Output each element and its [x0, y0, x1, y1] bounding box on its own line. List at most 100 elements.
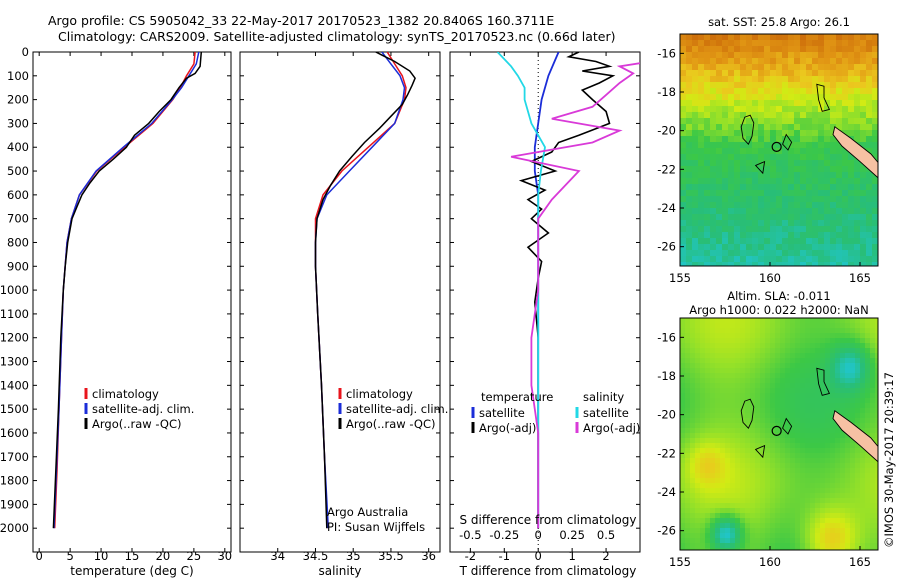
map-cell — [755, 383, 761, 389]
map-cell — [745, 528, 751, 534]
map-cell — [824, 238, 831, 245]
map-cell — [720, 388, 726, 394]
map-cell — [770, 154, 777, 161]
map-cell — [686, 190, 693, 197]
map-cell — [725, 323, 731, 329]
map-y-tick-label: -16 — [657, 46, 676, 60]
map-cell — [775, 403, 781, 409]
map-cell — [740, 112, 747, 119]
legend-label: satellite-adj. clim. — [92, 402, 194, 416]
map-cell — [755, 528, 761, 534]
map-cell — [704, 130, 711, 137]
map-cell — [870, 523, 876, 529]
map-cell — [840, 368, 846, 374]
map-cell — [820, 483, 826, 489]
map-cell — [765, 358, 771, 364]
map-cell — [722, 118, 729, 125]
map-cell — [705, 378, 711, 384]
map-cell — [794, 64, 801, 71]
map-cell — [734, 58, 741, 65]
map-cell — [824, 214, 831, 221]
map-cell — [770, 498, 776, 504]
map-cell — [705, 503, 711, 509]
map-cell — [865, 458, 871, 464]
map-cell — [850, 353, 856, 359]
map-cell — [820, 363, 826, 369]
map-cell — [710, 403, 716, 409]
map-cell — [700, 468, 706, 474]
map-cell — [735, 383, 741, 389]
map-cell — [782, 52, 789, 59]
map-cell — [870, 338, 876, 344]
y-tick-label: 500 — [7, 164, 29, 178]
map-cell — [860, 333, 866, 339]
map-cell — [764, 106, 771, 113]
map-cell — [704, 100, 711, 107]
map-cell — [795, 543, 801, 549]
map-cell — [705, 458, 711, 464]
map-cell — [825, 338, 831, 344]
map-cell — [842, 262, 849, 266]
salinity-xlabel: salinity — [318, 564, 361, 578]
map-cell — [720, 528, 726, 534]
map-cell — [782, 154, 789, 161]
map-cell — [788, 190, 795, 197]
x-tick-label: 2 — [602, 549, 609, 563]
map-y-tick-label: -20 — [657, 124, 676, 138]
map-cell — [830, 328, 836, 334]
map-cell — [685, 448, 691, 454]
map-cell — [725, 448, 731, 454]
map-cell — [765, 318, 771, 324]
map-cell — [686, 250, 693, 257]
map-cell — [716, 130, 723, 137]
map-cell — [818, 94, 825, 101]
map-cell — [764, 46, 771, 53]
map-cell — [785, 503, 791, 509]
map-cell — [795, 323, 801, 329]
map-cell — [740, 142, 747, 149]
map-cell — [794, 34, 801, 41]
map-cell — [800, 368, 806, 374]
map-cell — [685, 473, 691, 479]
map-cell — [720, 543, 726, 549]
map-cell — [725, 398, 731, 404]
map-cell — [780, 413, 786, 419]
map-cell — [746, 208, 753, 215]
map-cell — [840, 398, 846, 404]
map-cell — [815, 523, 821, 529]
map-cell — [720, 473, 726, 479]
map-cell — [765, 423, 771, 429]
map-cell — [690, 358, 696, 364]
map-cell — [820, 548, 826, 550]
map-cell — [800, 408, 806, 414]
map-cell — [746, 100, 753, 107]
map-cell — [680, 76, 687, 83]
map-cell — [860, 130, 867, 137]
map-cell — [734, 124, 741, 131]
map-cell — [824, 94, 831, 101]
map-cell — [752, 76, 759, 83]
map-cell — [698, 106, 705, 113]
map-cell — [865, 338, 871, 344]
map-cell — [728, 112, 735, 119]
map-cell — [810, 333, 816, 339]
map-cell — [790, 413, 796, 419]
map-cell — [752, 220, 759, 227]
map-cell — [725, 483, 731, 489]
y-tick-label: 1200 — [0, 331, 29, 345]
map-cell — [840, 548, 846, 550]
map-cell — [716, 220, 723, 227]
map-cell — [845, 438, 851, 444]
map-cell — [845, 348, 851, 354]
map-cell — [698, 124, 705, 131]
argo-sdiff-line — [510, 52, 640, 529]
map-cell — [860, 543, 866, 549]
map-cell — [810, 418, 816, 424]
map-cell — [820, 393, 826, 399]
map-cell — [780, 428, 786, 434]
map-cell — [770, 528, 776, 534]
map-cell — [715, 363, 721, 369]
map-cell — [860, 473, 866, 479]
map-cell — [715, 353, 721, 359]
map-cell — [770, 448, 776, 454]
